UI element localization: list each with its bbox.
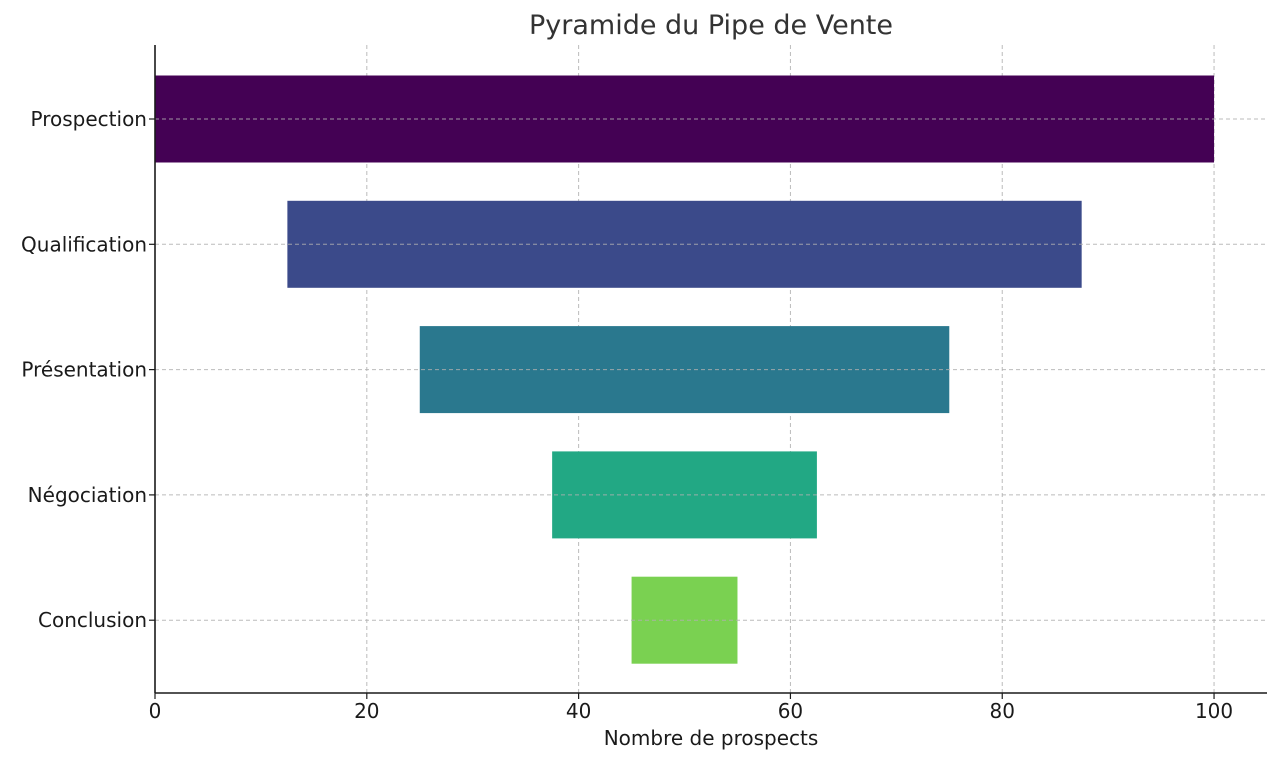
y-tick-label: Prospection — [31, 107, 147, 131]
tick-labels: Prospection Qualification Présentation Négo… — [21, 107, 1233, 723]
y-tick-label: Conclusion — [38, 608, 147, 632]
bar-4 — [631, 576, 738, 664]
x-tick-label: 20 — [354, 699, 379, 723]
x-tick-label: 0 — [149, 699, 162, 723]
bars — [155, 75, 1215, 664]
y-tick-label: Présentation — [21, 358, 147, 382]
x-axis-label: Nombre de prospects — [604, 726, 819, 750]
axes — [149, 45, 1267, 699]
chart-title: Pyramide du Pipe de Vente — [529, 10, 893, 41]
y-tick-label: Qualification — [21, 232, 147, 256]
y-grid — [155, 118, 1267, 621]
x-tick-label: 80 — [990, 699, 1015, 723]
bar-0 — [155, 75, 1215, 163]
x-tick-label: 40 — [566, 699, 591, 723]
x-tick-label: 100 — [1195, 699, 1233, 723]
x-tick-label: 60 — [778, 699, 803, 723]
y-tick-label: Négociation — [28, 483, 147, 507]
